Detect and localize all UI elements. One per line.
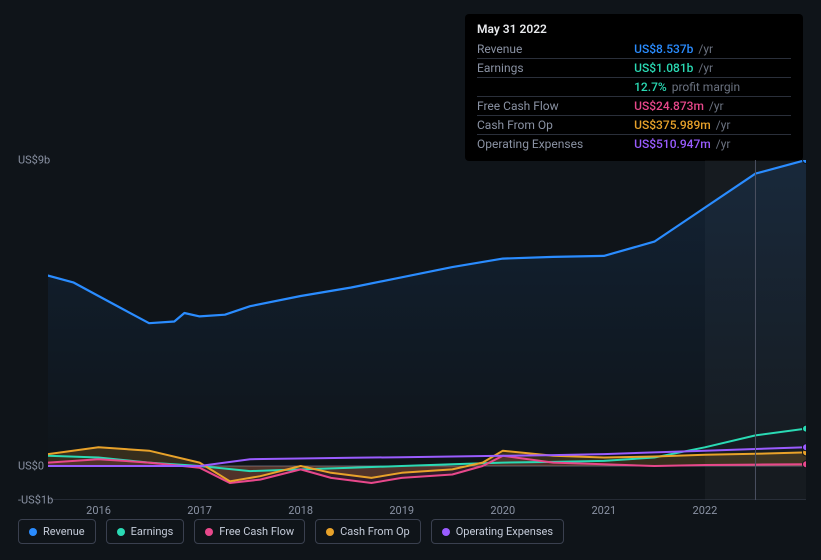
legend-swatch [205, 528, 213, 536]
tooltip-row-value: US$375.989m /yr [634, 116, 791, 135]
tooltip-date: May 31 2022 [477, 22, 791, 36]
x-axis-label: 2019 [389, 504, 414, 517]
chart-tooltip: May 31 2022 RevenueUS$8.537b /yrEarnings… [465, 14, 803, 161]
tooltip-row-label: Operating Expenses [477, 135, 634, 154]
legend-swatch [326, 528, 334, 536]
chart-area: US$9bUS$0-US$1b2016201720182019202020212… [18, 160, 806, 500]
x-axis-label: 2021 [591, 504, 616, 517]
tooltip-row-label: Free Cash Flow [477, 97, 634, 116]
legend-item-opex[interactable]: Operating Expenses [431, 519, 564, 544]
tooltip-row-value: 12.7% profit margin [634, 78, 791, 97]
tooltip-row-label [477, 78, 634, 97]
x-axis-label: 2020 [490, 504, 515, 517]
tooltip-table: RevenueUS$8.537b /yrEarningsUS$1.081b /y… [477, 40, 791, 153]
x-axis-label: 2022 [693, 504, 718, 517]
x-axis-label: 2016 [86, 504, 111, 517]
legend-swatch [117, 528, 125, 536]
legend-item-revenue[interactable]: Revenue [18, 519, 96, 544]
legend: Revenue Earnings Free Cash Flow Cash From O… [18, 519, 564, 544]
y-axis-label: -US$1b [18, 494, 53, 507]
y-axis-label: US$0 [18, 460, 44, 473]
legend-item-fcf[interactable]: Free Cash Flow [194, 519, 305, 544]
legend-item-earnings[interactable]: Earnings [106, 519, 185, 544]
x-axis-label: 2018 [288, 504, 313, 517]
tooltip-row-label: Revenue [477, 40, 634, 59]
tooltip-row-value: US$1.081b /yr [634, 59, 791, 78]
legend-swatch [442, 528, 450, 536]
legend-swatch [29, 528, 37, 536]
legend-label: Revenue [43, 525, 85, 538]
tooltip-row-label: Earnings [477, 59, 634, 78]
y-axis-label: US$9b [18, 154, 50, 167]
legend-label: Free Cash Flow [219, 525, 294, 538]
legend-label: Earnings [131, 525, 174, 538]
tooltip-row-value: US$510.947m /yr [634, 135, 791, 154]
tooltip-row-value: US$8.537b /yr [634, 40, 791, 59]
legend-item-cfo[interactable]: Cash From Op [315, 519, 421, 544]
chart-svg [48, 160, 806, 500]
tooltip-row-label: Cash From Op [477, 116, 634, 135]
legend-label: Cash From Op [340, 525, 410, 538]
legend-label: Operating Expenses [456, 525, 553, 538]
x-axis-label: 2017 [187, 504, 212, 517]
tooltip-row-value: US$24.873m /yr [634, 97, 791, 116]
